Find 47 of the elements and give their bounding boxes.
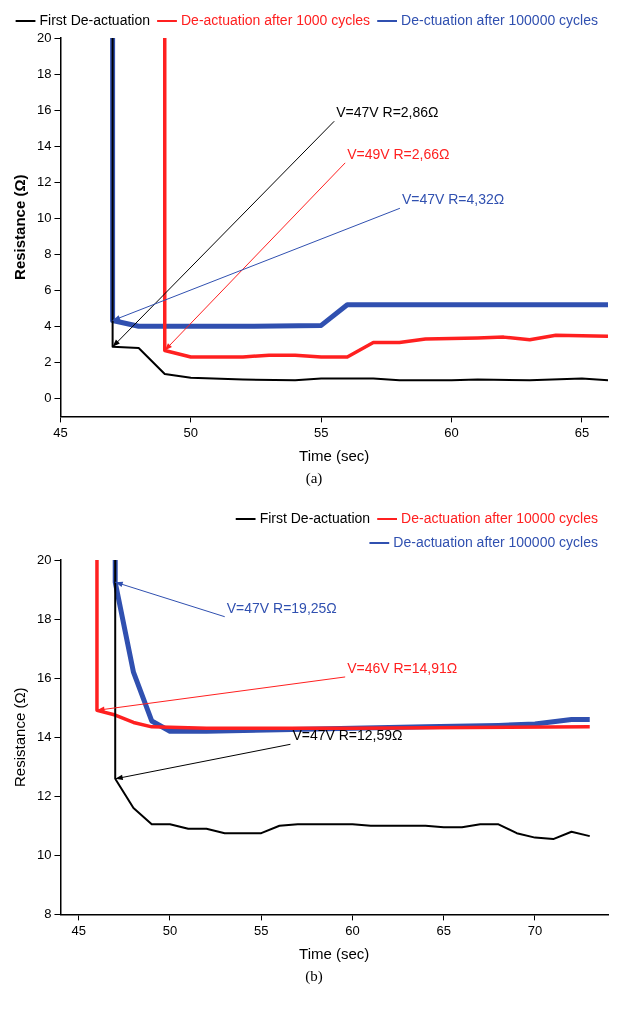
text: (b) bbox=[304, 968, 324, 986]
x-tick-label: 65 bbox=[436, 922, 451, 938]
y-axis-title: Resistance (Ω) bbox=[11, 687, 29, 787]
x-tick-label: 70 bbox=[527, 922, 543, 938]
x-axis-title: Time (sec) bbox=[299, 447, 370, 465]
x-tick-label: 65 bbox=[574, 424, 590, 440]
y-tick-label: 2 bbox=[44, 353, 52, 369]
y-tick-label: 4 bbox=[44, 317, 52, 333]
x-tick-label: 60 bbox=[444, 424, 459, 440]
y-tick-label: 12 bbox=[36, 787, 52, 803]
annotation: V=46V R=14,91Ω bbox=[347, 659, 458, 676]
annotation: V=47V R=4,32Ω bbox=[401, 191, 505, 208]
y-tick-label: 6 bbox=[44, 281, 52, 297]
y-tick-label: 18 bbox=[36, 65, 52, 81]
y-tick-label: 14 bbox=[36, 728, 52, 744]
x-tick-label: 45 bbox=[71, 922, 86, 938]
y-tick-label: 8 bbox=[44, 905, 52, 921]
x-tick-label: 55 bbox=[313, 424, 329, 440]
annotation: V=47V R=12,59Ω bbox=[292, 727, 403, 744]
legend-label: De-ctuation after 100000 cycles bbox=[401, 11, 598, 28]
y-tick-label: 20 bbox=[36, 551, 52, 567]
y-tick-label: 8 bbox=[44, 245, 52, 261]
y-tick-label: 10 bbox=[36, 846, 52, 862]
y-tick-label: 18 bbox=[36, 610, 52, 626]
text: (a) bbox=[304, 470, 324, 488]
legend-label: First De-actuation bbox=[39, 11, 151, 28]
y-tick-label: 0 bbox=[44, 389, 52, 405]
annotation: V=47V R=2,86Ω bbox=[336, 104, 439, 121]
y-tick-label: 20 bbox=[36, 29, 52, 45]
y-tick-label: 10 bbox=[36, 209, 52, 225]
x-tick-label: 45 bbox=[53, 424, 68, 440]
y-tick-label: 16 bbox=[36, 669, 52, 685]
x-tick-label: 50 bbox=[162, 922, 178, 938]
legend-label: First De-actuation bbox=[259, 509, 371, 526]
legend-label: De-actuation after 10000 cycles bbox=[401, 509, 598, 526]
x-tick-label: 55 bbox=[253, 922, 269, 938]
y-tick-label: 16 bbox=[36, 101, 52, 117]
y-tick-label: 14 bbox=[36, 137, 52, 153]
legend-label: De-actuation after 100000 cycles bbox=[393, 533, 599, 550]
annotation: V=47V R=19,25Ω bbox=[226, 599, 337, 616]
y-tick-label: 12 bbox=[36, 173, 52, 189]
x-tick-label: 50 bbox=[183, 424, 199, 440]
legend-label: De-actuation after 1000 cycles bbox=[181, 11, 371, 28]
y-axis-title: Resistance (Ω) bbox=[11, 174, 29, 280]
annotation: V=49V R=2,66Ω bbox=[347, 145, 450, 162]
x-axis-title: Time (sec) bbox=[299, 945, 370, 963]
x-tick-label: 60 bbox=[345, 922, 360, 938]
